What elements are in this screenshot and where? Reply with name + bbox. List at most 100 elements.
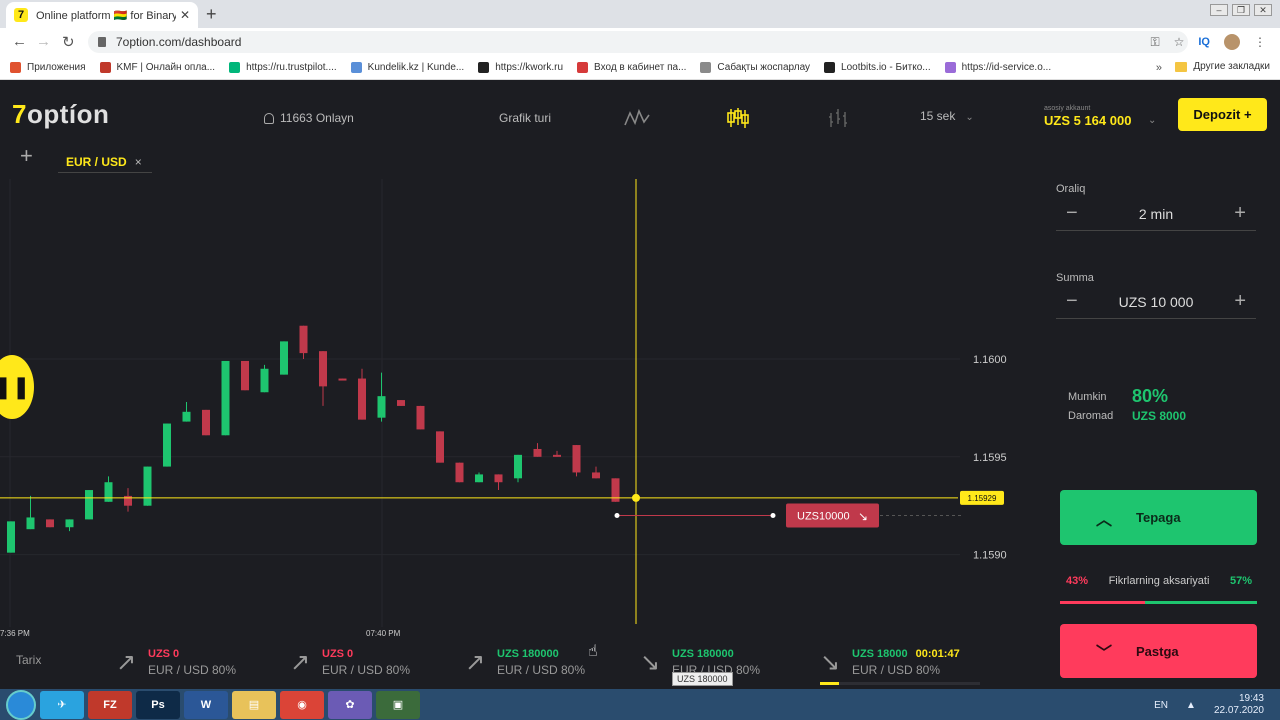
picasa-icon[interactable]: ✿ xyxy=(328,690,372,719)
put-down-label: Pastga xyxy=(1136,643,1179,659)
key-icon[interactable]: ⚿ xyxy=(1150,34,1160,49)
trade-pair: EUR / USD 80% xyxy=(852,663,941,677)
history-trade[interactable]: ↗ UZS 0 EUR / USD 80% xyxy=(116,648,236,677)
bookmarks-bar: Приложения KMF | Онлайн опла... https://ru… xyxy=(0,56,1280,80)
trading-app: 7optíon 11663 Onlayn Grafik turi 15 se xyxy=(0,81,1280,689)
menu-icon[interactable]: ⋮ xyxy=(1254,35,1266,49)
timeframe-select[interactable]: 15 sek ⌄ xyxy=(920,109,974,123)
chrome-icon[interactable]: ◉ xyxy=(280,690,324,719)
asset-tab-eurusd[interactable]: EUR / USD × xyxy=(58,151,152,173)
pause-button[interactable]: ❚❚ xyxy=(0,355,34,419)
tray-arrow-icon[interactable]: ▲ xyxy=(1186,699,1196,711)
bookmark-item[interactable]: https://ru.trustpilot.... xyxy=(229,62,337,73)
other-bookmarks[interactable]: Другие закладки xyxy=(1175,61,1270,72)
new-tab-icon[interactable]: + xyxy=(206,4,217,24)
window-controls: – ❐ ✕ xyxy=(1210,4,1272,16)
chevron-down-icon: ⌄ xyxy=(965,112,974,123)
price-tick-label: 1.1590 xyxy=(973,550,1007,562)
bookmark-icon xyxy=(577,62,589,73)
language-indicator[interactable]: EN xyxy=(1154,699,1169,711)
other-bookmarks-label: Другие закладки xyxy=(1193,61,1270,72)
telegram-icon[interactable]: ✈ xyxy=(40,690,84,719)
more-bookmarks-icon[interactable]: » xyxy=(1155,62,1162,74)
bookmark-item[interactable]: Kundelik.kz | Kunde... xyxy=(350,62,464,73)
candle xyxy=(514,454,522,479)
bar-chart-icon[interactable] xyxy=(828,107,852,129)
profile-avatar[interactable] xyxy=(1224,34,1240,50)
reload-icon[interactable]: ↻ xyxy=(62,34,75,51)
history-trade[interactable]: ↗ UZS 180000 EUR / USD 80% xyxy=(465,648,585,677)
bookmark-item[interactable]: KMF | Онлайн опла... xyxy=(99,62,215,73)
logo[interactable]: 7optíon xyxy=(12,99,109,130)
deposit-button[interactable]: Depozit + xyxy=(1178,98,1267,131)
explorer-icon[interactable]: ▤ xyxy=(232,690,276,719)
close-asset-tab-icon[interactable]: × xyxy=(134,154,142,169)
start-button[interactable] xyxy=(6,689,36,720)
arrow-up-right-icon: ↗ xyxy=(465,649,486,676)
candle xyxy=(26,517,35,530)
sentiment-down: 43% xyxy=(1066,575,1089,587)
timeframe-value: 15 sek xyxy=(920,109,956,123)
bookmark-item[interactable]: Lootbits.io - Битко... xyxy=(824,62,931,73)
history-label[interactable]: Tarix xyxy=(16,653,42,667)
price-chart[interactable]: 1.1600 1.1595 1.1590 7:36 PM 07:40 PM 1.15929… xyxy=(0,179,1040,649)
media-icon[interactable]: ▣ xyxy=(376,690,420,719)
account-select[interactable]: asosiy akkaunt UZS 5 164 000 ⌄ xyxy=(1044,105,1156,128)
bookmark-item[interactable]: https://id-service.o... xyxy=(944,62,1051,73)
amount-decrease-button[interactable]: − xyxy=(1066,290,1078,312)
sentiment-bar-down xyxy=(1060,601,1145,604)
bookmark-label: https://ru.trustpilot.... xyxy=(246,62,337,73)
trade-timer: 00:01:47 xyxy=(915,648,960,660)
logo-text: optíon xyxy=(26,99,110,129)
candle xyxy=(494,474,503,483)
bookmark-item[interactable]: Приложения xyxy=(10,62,86,73)
interval-decrease-button[interactable]: − xyxy=(1066,202,1078,224)
bookmark-item[interactable]: Вход в кабинет па... xyxy=(577,62,686,73)
put-down-button[interactable]: ﹀ Pastga xyxy=(1060,624,1257,678)
bookmark-item[interactable]: https://kwork.ru xyxy=(478,62,563,73)
call-up-button[interactable]: ︿ Tepaga xyxy=(1060,490,1257,545)
chevron-up-icon: ︿ xyxy=(1096,511,1113,529)
arrow-down-right-icon: ↘ xyxy=(820,649,841,676)
chevron-down-icon: ﹀ xyxy=(1096,645,1113,662)
profit-label-income: Daromad xyxy=(1068,410,1114,422)
trade-badge xyxy=(786,503,879,528)
word-icon[interactable]: W xyxy=(184,690,228,719)
minimize-icon[interactable]: – xyxy=(1210,4,1228,16)
filezilla-icon[interactable]: FZ xyxy=(88,690,132,719)
close-tab-icon[interactable]: ✕ xyxy=(179,8,190,22)
photoshop-icon[interactable]: Ps xyxy=(136,690,180,719)
history-trade[interactable]: ↗ UZS 0 EUR / USD 80% xyxy=(290,648,410,677)
trade-start-dot xyxy=(614,512,620,518)
amount-increase-button[interactable]: + xyxy=(1234,290,1246,312)
history-trade[interactable]: ↘ UZS 18000 00:01:47 EUR / USD 80% xyxy=(820,648,980,685)
back-icon[interactable]: ← xyxy=(12,33,27,50)
clock[interactable]: 19:43 22.07.2020 xyxy=(1214,693,1264,717)
bookmark-item[interactable]: Сабақты жоспарлау xyxy=(700,62,810,73)
interval-value[interactable]: 2 min xyxy=(1138,205,1174,222)
star-icon[interactable]: ☆ xyxy=(1173,35,1185,49)
candle xyxy=(592,472,600,479)
trade-amount: UZS 0 xyxy=(148,648,180,660)
close-window-icon[interactable]: ✕ xyxy=(1254,4,1272,16)
crosshair-dot xyxy=(632,493,640,502)
online-count: 11663 Onlayn xyxy=(264,111,354,125)
tab-title: Online platform 🇧🇴 for Binary Op xyxy=(36,9,176,22)
sentiment-bar xyxy=(1060,601,1257,604)
forward-icon[interactable]: → xyxy=(36,33,51,50)
candlestick-chart-icon[interactable] xyxy=(726,107,750,129)
address-bar[interactable]: 7option.com/dashboard xyxy=(88,31,1188,53)
amount-value[interactable]: UZS 10 000 xyxy=(1118,293,1194,310)
arrow-up-right-icon: ↗ xyxy=(290,649,311,676)
add-asset-button[interactable]: + xyxy=(20,143,33,168)
line-chart-icon[interactable] xyxy=(624,107,650,129)
interval-increase-button[interactable]: + xyxy=(1234,202,1246,224)
candle xyxy=(611,478,620,502)
trader-sentiment: 43% Fikrlarning aksariyati 57% xyxy=(1066,575,1252,587)
iq-extension-icon[interactable]: IQ xyxy=(1198,36,1210,48)
sentiment-up: 57% xyxy=(1229,575,1252,587)
candle xyxy=(299,325,308,354)
profit-label-possible: Mumkin xyxy=(1068,390,1107,403)
maximize-icon[interactable]: ❐ xyxy=(1232,4,1250,16)
browser-tab[interactable]: 7 Online platform 🇧🇴 for Binary Op ✕ xyxy=(6,2,198,28)
